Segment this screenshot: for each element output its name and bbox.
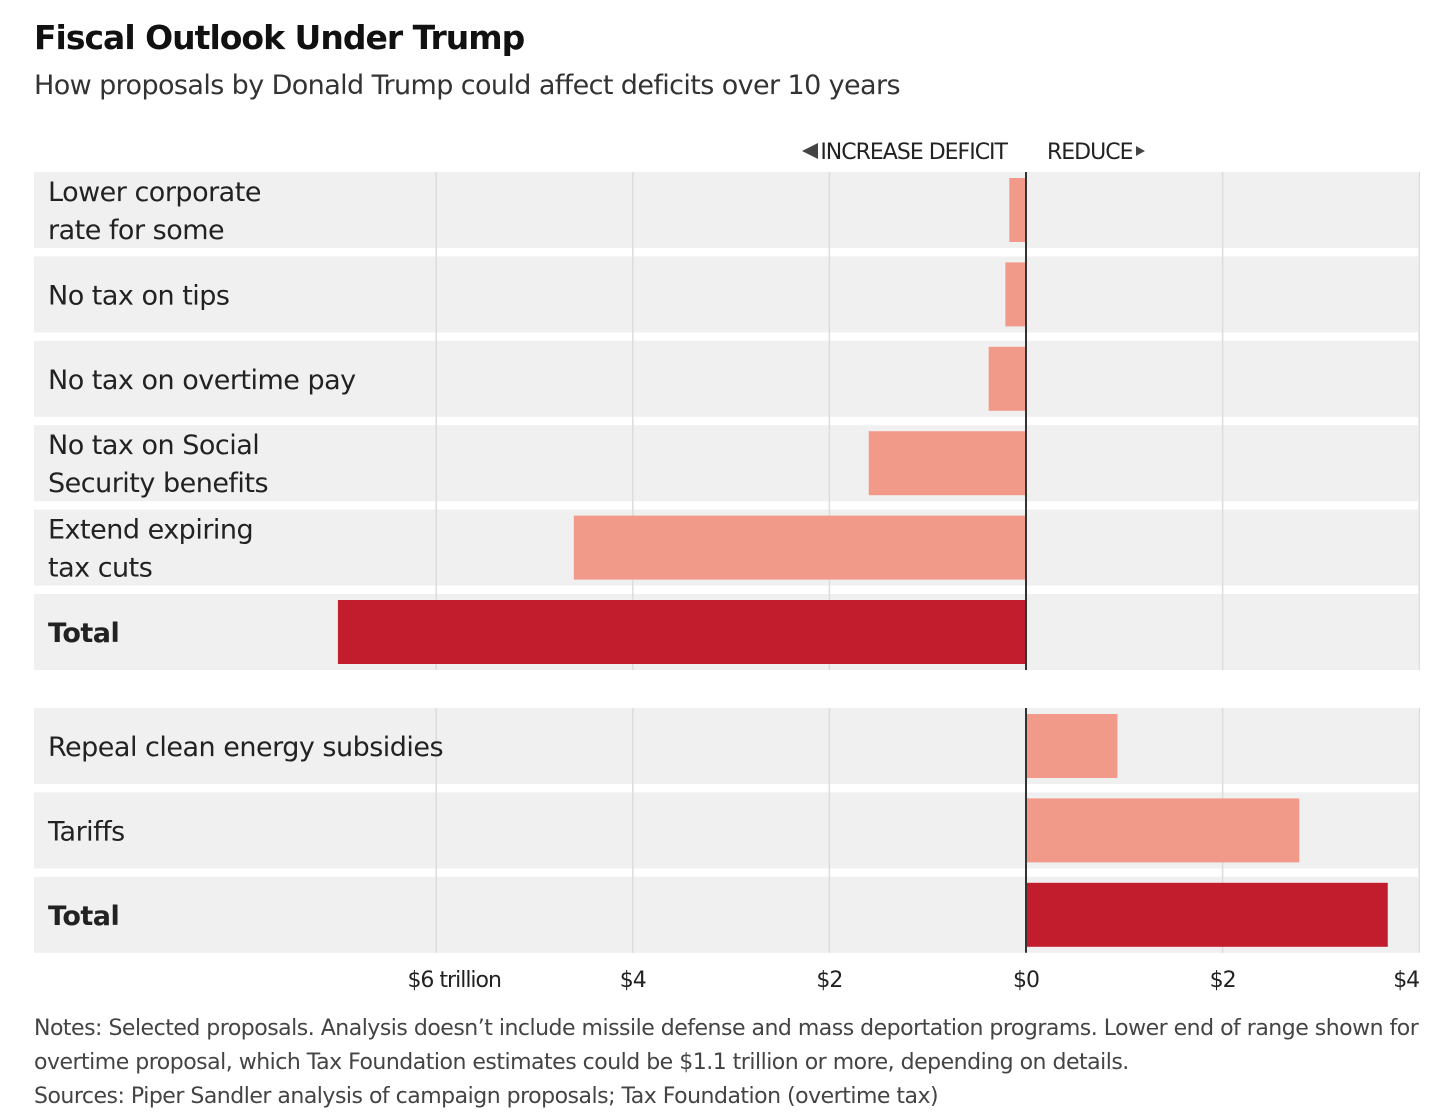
sources-text: Sources: Piper Sandler analysis of campa… [34, 1084, 939, 1109]
arrow-right-icon [1136, 146, 1145, 156]
bar [1026, 798, 1300, 863]
bar-chart: INCREASE DEFICIT REDUCE Lower corporate rat… [34, 140, 1420, 993]
row-label: No tax on Social [48, 430, 259, 461]
direction-label-increase: INCREASE DEFICIT [820, 140, 1008, 165]
row-label: Total [48, 618, 119, 649]
row-label: tax cuts [48, 553, 152, 584]
tick-label: $6 trillion [407, 968, 501, 993]
tick-label: $0 [1013, 968, 1039, 993]
total-bar [337, 600, 1026, 664]
notes-text: Notes: Selected proposals. Analysis does… [34, 1016, 1419, 1075]
bar [1005, 262, 1026, 327]
row-label: No tax on tips [48, 280, 230, 311]
tick-label: $2 [1210, 968, 1236, 993]
row-label: Lower corporate [48, 177, 261, 208]
row-background [34, 172, 1418, 248]
row-label: Total [48, 901, 119, 932]
bar [868, 431, 1026, 496]
row-background [34, 256, 1418, 333]
row-background [34, 708, 1418, 784]
total-bar [1026, 882, 1388, 947]
arrow-left-icon [802, 143, 818, 159]
row-label: No tax on overtime pay [48, 365, 356, 396]
tick-label: $2 [816, 968, 842, 993]
notes: Notes: Selected proposals. Analysis does… [34, 1012, 1424, 1114]
chart-subtitle: How proposals by Donald Trump could affe… [34, 70, 901, 101]
row-background [34, 425, 1418, 502]
row-label: Repeal clean energy subsidies [48, 732, 443, 763]
row-label: Tariffs [47, 816, 125, 847]
row-label: Extend expiring [48, 515, 253, 546]
bar [573, 515, 1026, 580]
direction-label-reduce: REDUCE [1047, 140, 1133, 165]
tick-label: $4 [620, 968, 646, 993]
bar [1009, 178, 1026, 242]
row-label: Security benefits [48, 468, 268, 499]
row-background [34, 340, 1418, 417]
tick-label: $4 [1393, 968, 1419, 993]
bar [1026, 714, 1118, 778]
bar [988, 346, 1026, 411]
row-label: rate for some [48, 215, 224, 246]
chart-title: Fiscal Outlook Under Trump [34, 18, 525, 57]
